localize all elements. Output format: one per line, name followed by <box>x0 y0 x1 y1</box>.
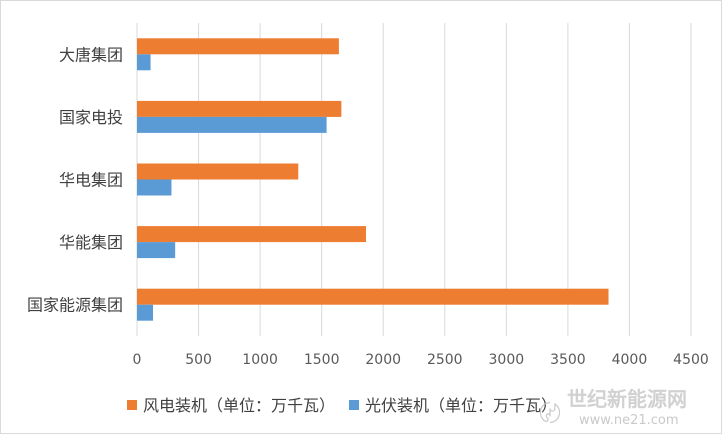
legend-swatch-solar <box>349 400 359 410</box>
gridlines <box>136 23 692 336</box>
watermark-url: www.ne21.com <box>579 413 679 428</box>
x-tick-label: 0 <box>133 352 142 368</box>
x-tick-label: 2500 <box>427 352 463 368</box>
watermark: 〄 世纪新能源网 www.ne21.com <box>539 387 687 428</box>
bar-wind <box>137 38 339 55</box>
category-label: 国家电投 <box>59 108 123 127</box>
bar-wind <box>137 226 366 243</box>
legend-label-wind: 风电装机（单位：万千瓦） <box>143 396 335 415</box>
category-label: 大唐集团 <box>59 45 123 64</box>
legend-swatch-wind <box>127 400 137 410</box>
legend-label-solar: 光伏装机（单位：万千瓦） <box>365 396 557 415</box>
bar-wind <box>137 163 299 180</box>
bar-wind <box>137 288 609 305</box>
x-tick-label: 4000 <box>612 352 648 368</box>
legend: 风电装机（单位：万千瓦） 光伏装机（单位：万千瓦） <box>127 396 557 415</box>
x-tick-label: 500 <box>185 352 212 368</box>
bar-solar <box>137 179 172 196</box>
watermark-logo-icon: 〄 <box>539 402 561 427</box>
bar-solar <box>137 304 154 321</box>
x-tick-label: 1500 <box>304 352 340 368</box>
x-tick-label: 2000 <box>365 352 401 368</box>
category-label: 国家能源集团 <box>27 296 123 315</box>
bar-wind <box>137 100 342 117</box>
category-label: 华电集团 <box>59 171 123 190</box>
watermark-title: 世纪新能源网 <box>567 387 687 411</box>
x-tick-labels: 0 500 1000 1500 2000 2500 3000 3500 4000 4500 <box>133 352 709 368</box>
bars <box>137 38 609 321</box>
x-tick-label: 4500 <box>673 352 709 368</box>
x-tick-label: 1000 <box>242 352 278 368</box>
bar-solar <box>137 54 151 71</box>
category-label: 华能集团 <box>59 233 123 252</box>
bar-solar <box>137 116 327 133</box>
x-tick-label: 3500 <box>550 352 586 368</box>
x-tick-label: 3000 <box>489 352 525 368</box>
bar-solar <box>137 242 176 259</box>
